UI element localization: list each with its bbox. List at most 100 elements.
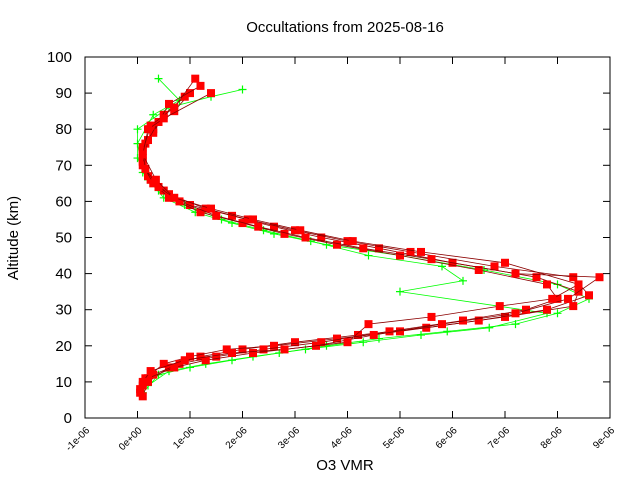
data-point [569,302,578,311]
data-point [228,349,236,358]
data-point [364,251,373,260]
data-point [511,309,520,318]
data-point [151,175,160,184]
data-point [501,258,509,267]
x-axis-label: O3 VMR [316,457,374,474]
data-point [270,222,278,231]
data-point [141,164,150,173]
data-point [196,352,205,361]
data-point [138,377,147,386]
data-point [191,74,200,83]
data-point [417,330,425,339]
data-point [180,92,189,101]
y-tick-label: 20 [55,338,72,355]
data-point [291,226,299,235]
data-point [396,287,404,296]
chart-title: Occultations from 2025-08-16 [246,19,444,36]
data-point [396,251,404,260]
y-tick-label: 10 [55,374,72,391]
data-point [196,208,205,217]
series-red [136,74,604,401]
data-point [212,352,221,361]
data-point [495,302,504,311]
data-point [564,294,572,303]
data-point [417,247,425,256]
y-tick-label: 80 [55,121,72,138]
data-point [485,323,494,332]
data-point [296,226,305,235]
y-tick-label: 60 [55,193,72,210]
data-point [333,334,341,343]
data-point [474,316,483,325]
data-point [249,349,257,358]
data-point [180,356,189,365]
data-point [170,103,179,112]
data-point [343,237,352,246]
data-point [427,255,436,264]
data-point [165,363,173,372]
data-point [222,345,231,354]
data-point [291,338,299,347]
data-point [569,273,578,282]
data-point [146,367,155,376]
data-point [201,204,210,213]
data-point [406,247,415,256]
data-point [438,262,446,271]
data-point [301,233,310,242]
data-point [186,89,194,98]
data-point [154,74,163,83]
data-point [144,125,152,134]
data-point [474,265,483,274]
data-point [228,211,236,220]
data-point [165,193,173,202]
plot-data [133,74,604,401]
data-point [548,294,557,303]
data-point [249,215,257,224]
data-point [459,316,467,325]
data-point [170,363,179,372]
y-tick-label: 100 [47,49,72,66]
data-point [369,330,378,339]
data-point [348,237,357,246]
data-point [375,244,383,253]
data-point [254,222,263,231]
data-point [238,219,247,228]
data-point [501,312,509,321]
data-point [532,273,541,282]
data-point [186,201,194,210]
data-point [490,262,499,271]
data-point [144,136,152,145]
data-point [165,99,173,108]
data-point [259,345,268,354]
data-point [133,125,142,134]
data-point [511,269,520,278]
data-point [243,215,252,224]
data-point [354,330,362,339]
data-point [333,240,341,249]
data-point [317,338,326,347]
data-point [574,280,583,289]
y-tick-label: 40 [55,266,72,283]
data-point [359,244,368,253]
data-point [170,193,179,202]
data-point [238,85,247,94]
data-point [522,305,530,314]
data-point [543,280,551,289]
y-tick-label: 90 [55,85,72,102]
y-tick-label: 0 [64,410,72,427]
data-point [154,182,163,191]
data-point [585,291,593,300]
data-point [149,110,158,119]
data-point [553,309,562,318]
data-point [396,327,404,336]
data-point [317,233,326,242]
data-point [138,150,147,159]
data-point [343,338,352,347]
data-point [543,305,551,314]
data-point [427,312,436,321]
data-point [175,197,184,206]
data-point [186,352,194,361]
y-axis-label: Altitude (km) [5,196,22,280]
data-point [207,204,215,213]
